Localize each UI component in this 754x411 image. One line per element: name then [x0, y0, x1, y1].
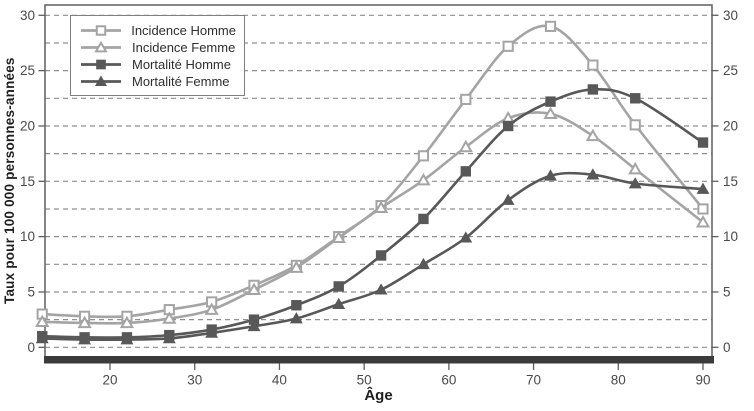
x-axis-bar	[44, 356, 714, 364]
y-tick-label-right: 15	[723, 174, 738, 189]
filled-square-marker	[697, 137, 709, 148]
y-tick-label-left: 5	[27, 284, 35, 299]
y-axis-title: Taux pour 100 000 personnes-années	[2, 57, 17, 305]
y-tick-label-right: 10	[723, 229, 738, 244]
open-triangle-swatch-icon	[81, 40, 121, 53]
filled-triangle-marker	[696, 182, 710, 194]
open-triangle-marker	[35, 314, 50, 328]
filled-square-marker	[460, 166, 471, 177]
legend-item-3: Mortalité Femme	[79, 73, 236, 89]
filled-triangle-marker	[628, 177, 642, 189]
legend-label: Incidence Homme	[131, 22, 236, 38]
y-tick-label-left: 25	[20, 63, 35, 78]
open-square-marker	[697, 203, 709, 215]
filled-square-marker	[291, 300, 302, 311]
x-axis-title: Âge	[364, 387, 393, 404]
y-tick-label-right: 25	[723, 63, 738, 78]
legend-item-2: Mortalité Homme	[79, 56, 236, 72]
filled-square-marker	[630, 93, 641, 104]
filled-square-marker	[587, 84, 599, 95]
filled-triangle-marker	[459, 231, 473, 243]
open-square-marker	[502, 40, 514, 52]
filled-triangle-marker	[417, 257, 430, 270]
open-triangle-marker	[458, 139, 473, 153]
open-triangle-marker	[543, 106, 558, 119]
open-square-swatch-icon	[81, 25, 121, 36]
x-tick-label: 20	[102, 373, 117, 388]
filled-triangle-marker	[374, 283, 388, 295]
x-tick-label: 70	[526, 373, 541, 388]
open-triangle-marker	[373, 200, 389, 214]
open-triangle-marker	[628, 161, 643, 175]
filled-square-marker	[418, 213, 429, 225]
filled-triangle-marker	[120, 333, 134, 345]
open-square-marker	[417, 150, 430, 162]
filled-triangle-swatch-icon	[81, 75, 121, 86]
open-square-marker	[544, 20, 557, 32]
filled-triangle-marker	[35, 332, 49, 344]
filled-square-marker	[502, 120, 514, 132]
open-triangle-marker	[695, 215, 711, 228]
legend-item-0: Incidence Homme	[79, 22, 236, 38]
filled-triangle-marker	[162, 332, 176, 344]
open-triangle-marker	[331, 230, 346, 243]
open-triangle-marker	[162, 311, 177, 324]
x-tick-label: 30	[187, 373, 202, 388]
filled-square-marker	[333, 281, 344, 292]
y-tick-label-right: 0	[723, 340, 731, 355]
filled-square-marker	[96, 59, 106, 70]
series-line-2	[40, 88, 705, 339]
y-tick-label-left: 15	[20, 174, 35, 189]
open-square-marker	[95, 25, 107, 36]
legend-label: Incidence Femme	[132, 39, 236, 55]
open-triangle-marker	[94, 40, 108, 53]
filled-triangle-marker	[332, 297, 346, 309]
filled-triangle-marker	[247, 319, 261, 332]
filled-square-swatch-icon	[81, 59, 121, 70]
open-square-marker	[587, 59, 599, 71]
y-tick-label-left: 0	[27, 340, 35, 355]
legend: Incidence Homme Incidence Femme Mortalité …	[70, 15, 245, 96]
open-triangle-marker	[119, 315, 135, 329]
series-line-3	[40, 171, 705, 341]
open-triangle-marker	[246, 282, 262, 295]
filled-triangle-marker	[94, 75, 108, 86]
y-tick-label-left: 20	[20, 118, 35, 133]
x-tick-label: 90	[695, 373, 710, 388]
y-tick-label-right: 30	[723, 8, 738, 23]
open-triangle-marker	[204, 302, 219, 315]
open-triangle-marker	[77, 315, 92, 329]
x-tick-label: 60	[441, 373, 456, 388]
open-triangle-marker	[585, 128, 600, 142]
legend-item-1: Incidence Femme	[79, 39, 236, 55]
open-square-marker	[629, 119, 641, 131]
x-tick-label: 40	[272, 373, 287, 388]
filled-triangle-marker	[205, 326, 219, 338]
y-tick-label-left: 10	[20, 229, 35, 244]
filled-square-marker	[375, 250, 387, 261]
x-tick-label: 80	[611, 373, 626, 388]
filled-triangle-marker	[544, 169, 557, 181]
open-square-marker	[460, 93, 472, 106]
filled-triangle-marker	[289, 312, 303, 324]
filled-square-marker	[545, 96, 556, 107]
filled-triangle-marker	[586, 168, 600, 180]
filled-triangle-marker	[501, 193, 515, 205]
plot-frame	[44, 4, 713, 356]
y-tick-label-right: 20	[723, 118, 738, 133]
y-tick-label-right: 5	[723, 284, 731, 299]
open-triangle-marker	[289, 260, 304, 273]
x-tick-label: 50	[357, 373, 372, 388]
series-line-1	[40, 111, 705, 325]
y-tick-label-left: 30	[20, 8, 35, 23]
open-triangle-marker	[416, 172, 431, 186]
legend-label: Mortalité Femme	[132, 73, 230, 89]
filled-triangle-marker	[78, 333, 92, 345]
legend-label: Mortalité Homme	[132, 56, 231, 72]
